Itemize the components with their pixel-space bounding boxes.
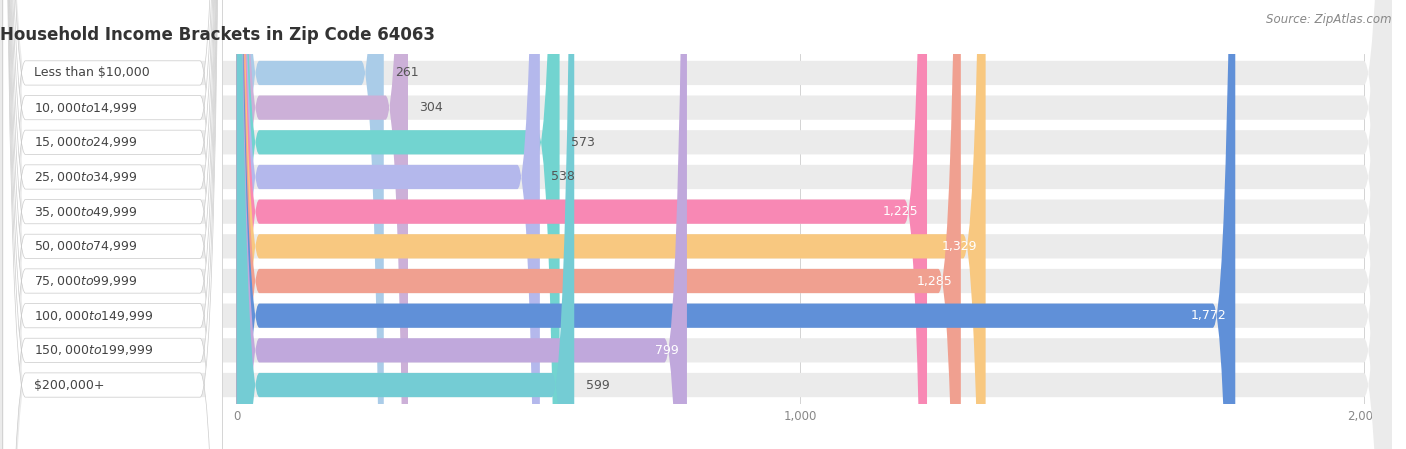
Text: 1,329: 1,329 [942,240,977,253]
Text: 1,285: 1,285 [917,274,952,287]
Text: $200,000+: $200,000+ [34,379,104,392]
Text: Less than $10,000: Less than $10,000 [34,66,149,79]
Text: $35,000 to $49,999: $35,000 to $49,999 [34,205,138,219]
FancyBboxPatch shape [3,0,222,449]
FancyBboxPatch shape [236,0,574,449]
Text: $10,000 to $14,999: $10,000 to $14,999 [34,101,138,114]
Text: $100,000 to $149,999: $100,000 to $149,999 [34,308,153,323]
Text: 261: 261 [395,66,419,79]
FancyBboxPatch shape [236,0,1236,449]
FancyBboxPatch shape [3,0,222,449]
FancyBboxPatch shape [3,0,222,449]
Text: 1,772: 1,772 [1191,309,1227,322]
FancyBboxPatch shape [3,0,222,449]
FancyBboxPatch shape [3,0,222,449]
Text: 799: 799 [655,344,679,357]
Text: 573: 573 [571,136,595,149]
Text: 599: 599 [585,379,609,392]
Text: $15,000 to $24,999: $15,000 to $24,999 [34,135,138,150]
FancyBboxPatch shape [236,0,986,449]
Text: 1,225: 1,225 [883,205,918,218]
Text: $25,000 to $34,999: $25,000 to $34,999 [34,170,138,184]
FancyBboxPatch shape [236,0,540,449]
FancyBboxPatch shape [3,0,222,449]
Text: Source: ZipAtlas.com: Source: ZipAtlas.com [1267,13,1392,26]
Text: $50,000 to $74,999: $50,000 to $74,999 [34,239,138,253]
FancyBboxPatch shape [236,0,560,449]
FancyBboxPatch shape [236,0,688,449]
FancyBboxPatch shape [3,0,222,449]
Text: $150,000 to $199,999: $150,000 to $199,999 [34,343,153,357]
Text: $75,000 to $99,999: $75,000 to $99,999 [34,274,138,288]
FancyBboxPatch shape [3,0,222,449]
Text: 304: 304 [419,101,443,114]
FancyBboxPatch shape [3,0,222,449]
FancyBboxPatch shape [3,0,222,449]
Text: 538: 538 [551,171,575,184]
FancyBboxPatch shape [236,0,384,449]
FancyBboxPatch shape [236,0,927,449]
FancyBboxPatch shape [236,0,408,449]
Text: Household Income Brackets in Zip Code 64063: Household Income Brackets in Zip Code 64… [0,26,434,44]
FancyBboxPatch shape [236,0,960,449]
